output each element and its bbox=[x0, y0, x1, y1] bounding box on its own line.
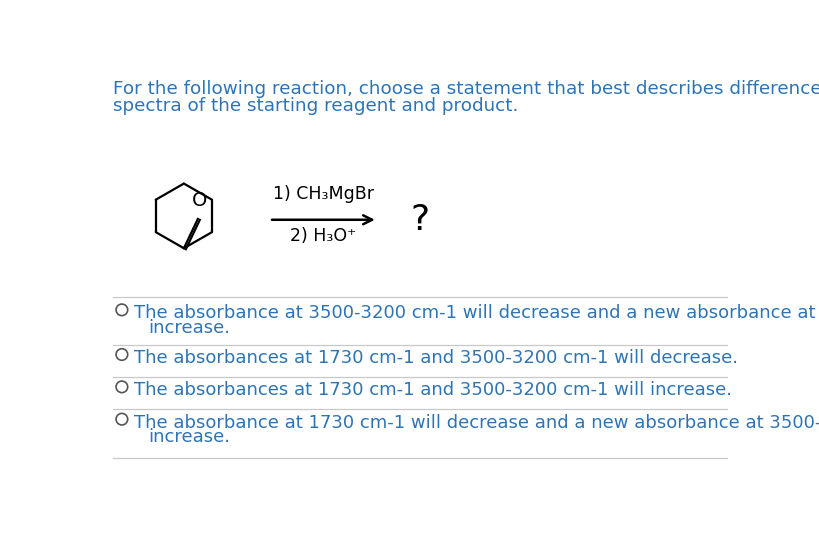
Text: The absorbances at 1730 cm-1 and 3500-3200 cm-1 will decrease.: The absorbances at 1730 cm-1 and 3500-32… bbox=[133, 349, 737, 367]
Text: 2) H₃O⁺: 2) H₃O⁺ bbox=[290, 227, 356, 246]
Text: The absorbance at 1730 cm-1 will decrease and a new absorbance at 3500-3200 cm-1: The absorbance at 1730 cm-1 will decreas… bbox=[133, 414, 819, 432]
Text: spectra of the starting reagent and product.: spectra of the starting reagent and prod… bbox=[113, 96, 518, 115]
Text: 1) CH₃MgBr: 1) CH₃MgBr bbox=[273, 185, 373, 203]
Text: ?: ? bbox=[410, 203, 429, 237]
Text: For the following reaction, choose a statement that best describes differences i: For the following reaction, choose a sta… bbox=[113, 79, 819, 98]
Text: O: O bbox=[192, 191, 207, 210]
Text: The absorbances at 1730 cm-1 and 3500-3200 cm-1 will increase.: The absorbances at 1730 cm-1 and 3500-32… bbox=[133, 381, 731, 399]
Text: increase.: increase. bbox=[147, 319, 229, 337]
Text: The absorbance at 3500-3200 cm-1 will decrease and a new absorbance at 1730 cm-1: The absorbance at 3500-3200 cm-1 will de… bbox=[133, 305, 819, 322]
Text: increase.: increase. bbox=[147, 429, 229, 447]
